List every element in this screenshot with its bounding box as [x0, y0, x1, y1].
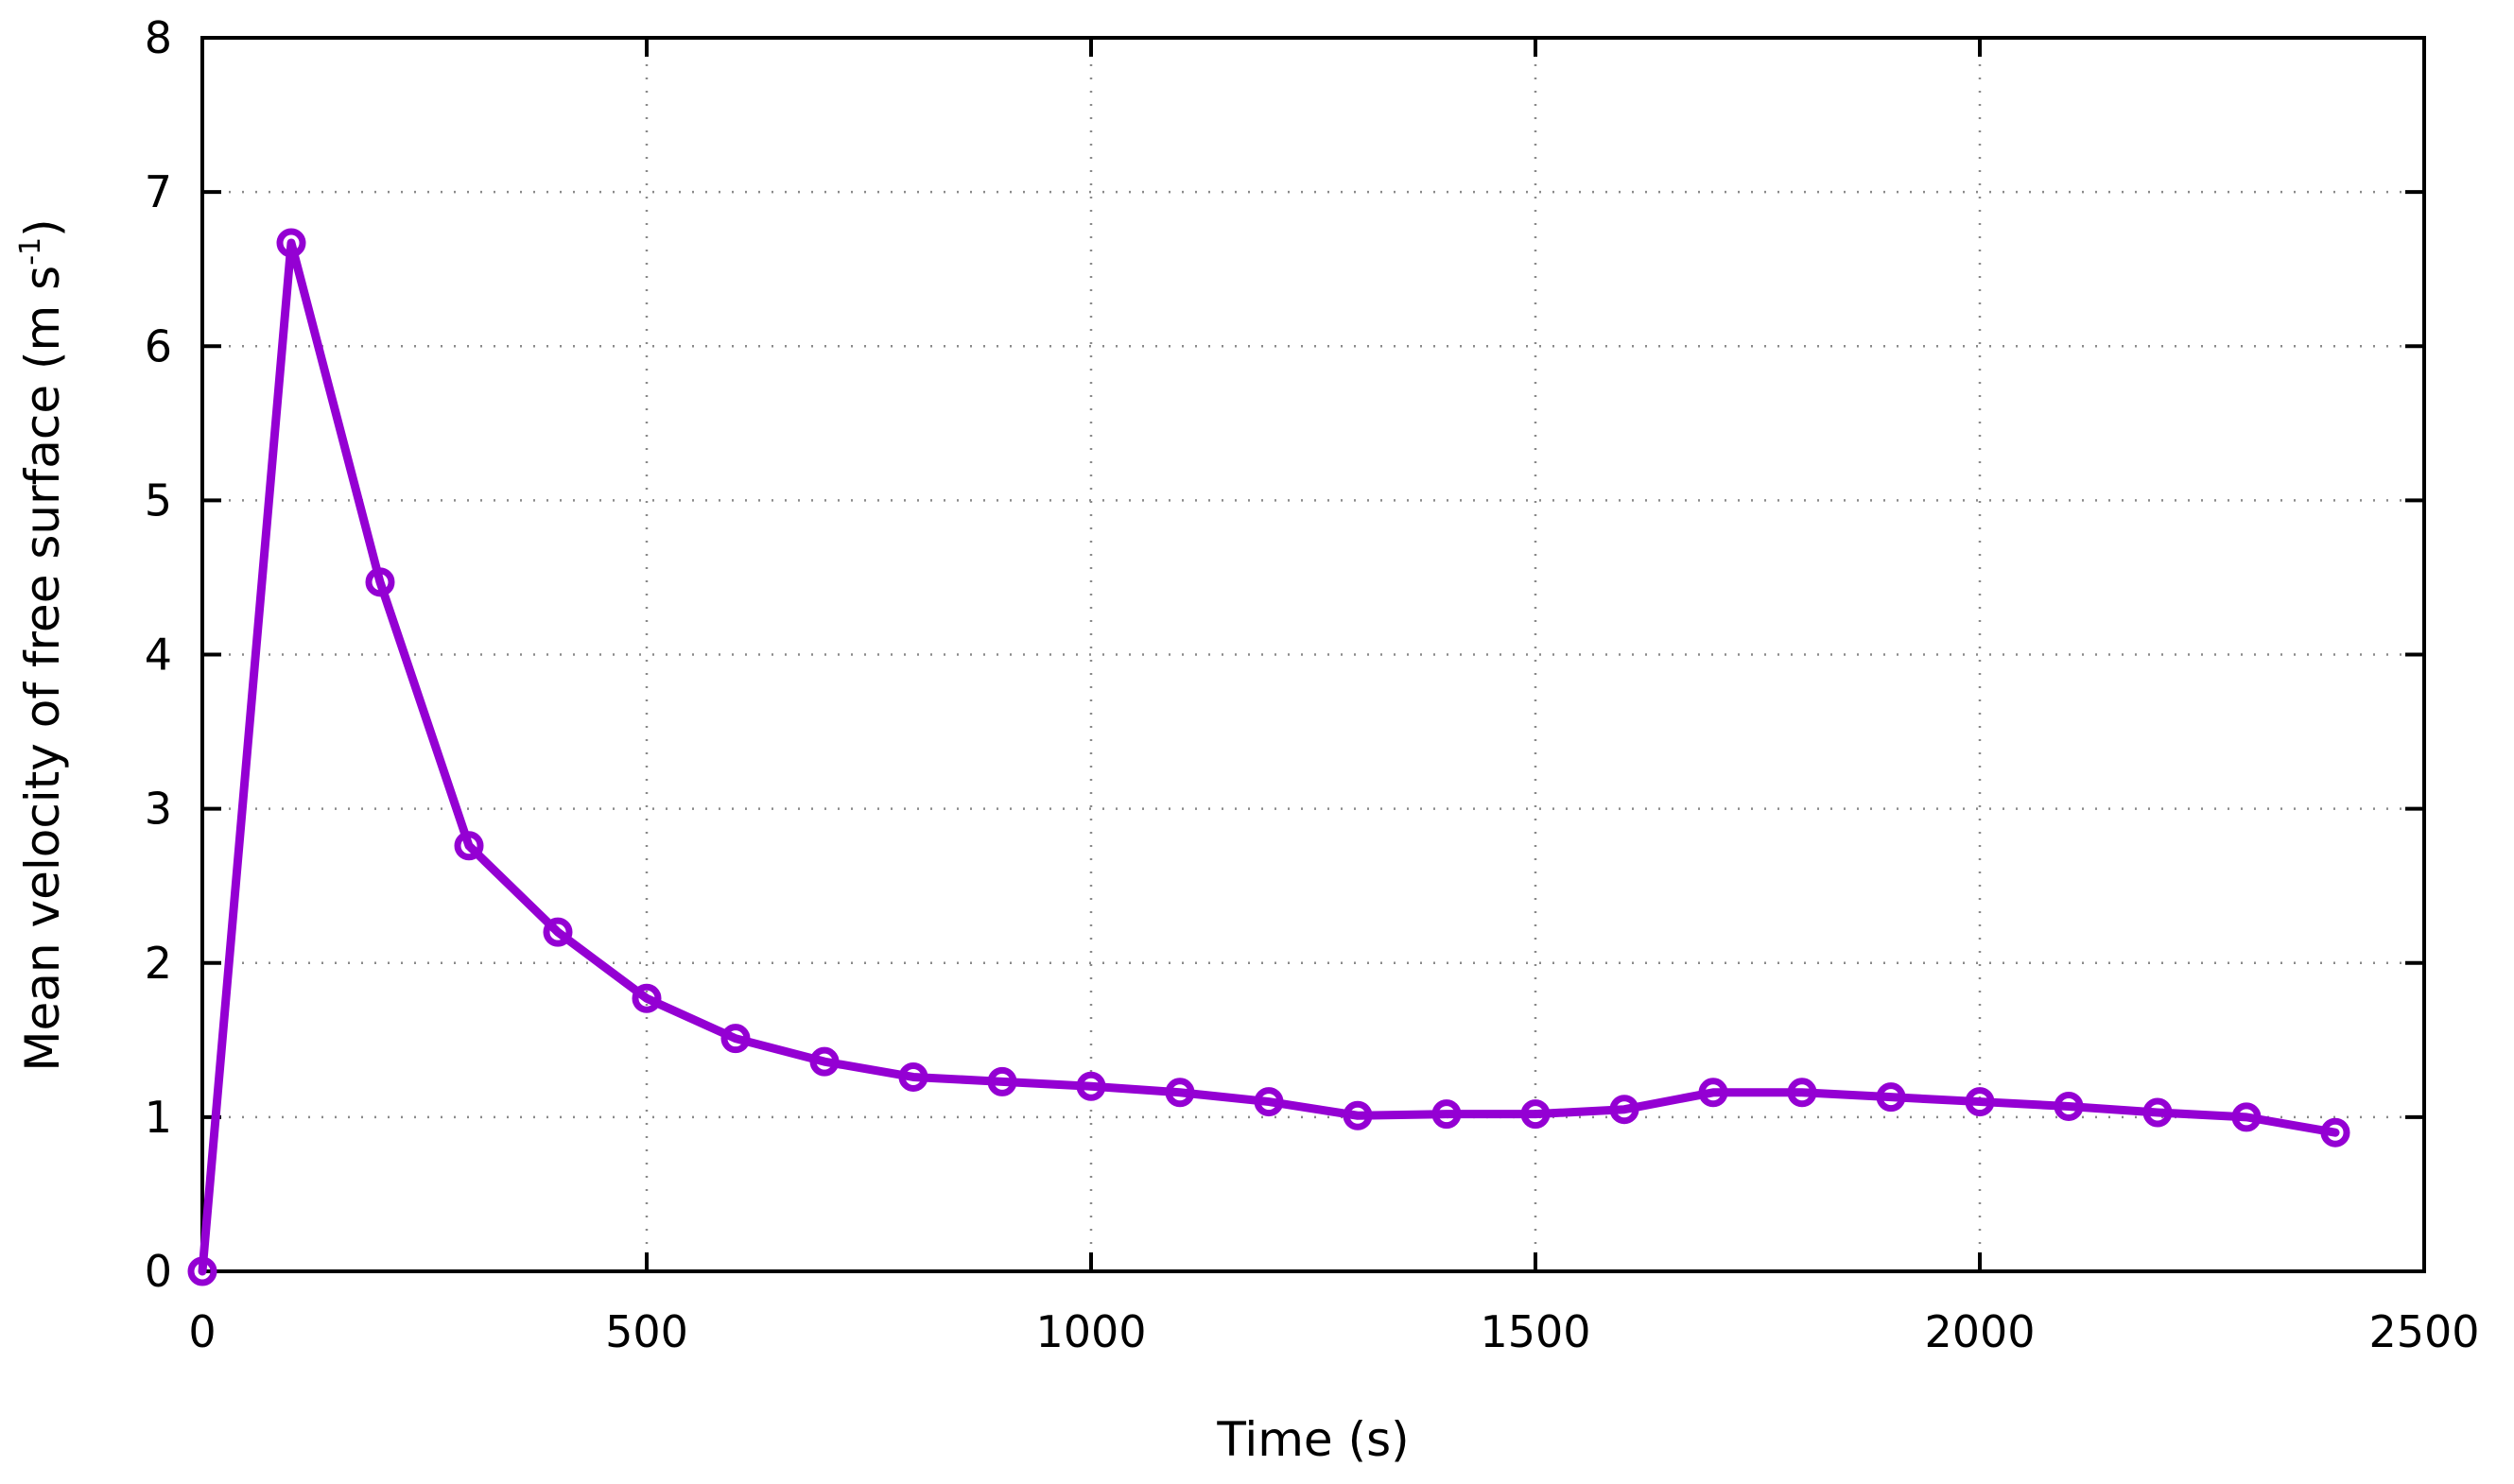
x-tick-label: 2500 [2368, 1306, 2479, 1357]
y-axis-label-superscript: -1 [14, 237, 47, 266]
data-point [276, 228, 306, 258]
x-tick-label: 0 [188, 1306, 216, 1357]
data-point [1076, 1071, 1106, 1101]
y-tick-label: 7 [145, 166, 172, 217]
y-tick-label: 0 [145, 1246, 172, 1297]
data-point [1787, 1078, 1817, 1108]
y-tick-label: 6 [145, 320, 172, 371]
data-point [720, 1024, 751, 1054]
y-axis-label: Mean velocity of free surface (m s-1) [14, 218, 70, 1071]
data-point [632, 983, 662, 1013]
y-axis-label-tail: ) [15, 218, 70, 237]
grid-lines [202, 38, 2424, 1271]
plot-frame [200, 36, 2426, 1273]
data-point [2231, 1102, 2262, 1132]
x-tick-label: 2000 [1924, 1306, 2035, 1357]
y-tick-label: 1 [145, 1092, 172, 1143]
data-point [1609, 1095, 1639, 1125]
data-point [1965, 1087, 1995, 1117]
y-tick-label: 8 [145, 12, 172, 63]
y-tick-label: 5 [145, 475, 172, 526]
series-line [198, 238, 2340, 1276]
data-point [987, 1066, 1017, 1096]
data-point [1876, 1082, 1906, 1113]
data-point [187, 1256, 217, 1286]
x-axis-label: Time (s) [1216, 1412, 1409, 1467]
data-point [809, 1046, 840, 1077]
data-point [1520, 1099, 1551, 1130]
y-tick-label: 4 [145, 630, 172, 681]
axis-ticks [200, 36, 2426, 1273]
data-point [543, 917, 573, 947]
data-point [1343, 1100, 1373, 1130]
data-point [1254, 1087, 1284, 1117]
data-point [365, 567, 395, 597]
tick-labels: 0 500 1000 1500 2000 2500 0 1 2 3 4 5 6 7 8 [145, 12, 2480, 1357]
data-point [1698, 1078, 1728, 1108]
y-tick-label: 3 [145, 784, 172, 835]
x-tick-label: 1500 [1480, 1306, 1590, 1357]
data-point [2320, 1117, 2350, 1148]
y-tick-label: 2 [145, 938, 172, 989]
series-layer [187, 228, 2350, 1286]
x-tick-label: 1000 [1035, 1306, 1146, 1357]
data-point [2054, 1091, 2084, 1121]
data-point [1431, 1099, 1462, 1130]
data-point [454, 831, 484, 861]
y-axis-label-main: Mean velocity of free surface (m s [15, 266, 70, 1072]
x-tick-label: 500 [605, 1306, 688, 1357]
data-point [2142, 1097, 2173, 1128]
data-point [898, 1061, 928, 1092]
data-point [1165, 1078, 1195, 1108]
